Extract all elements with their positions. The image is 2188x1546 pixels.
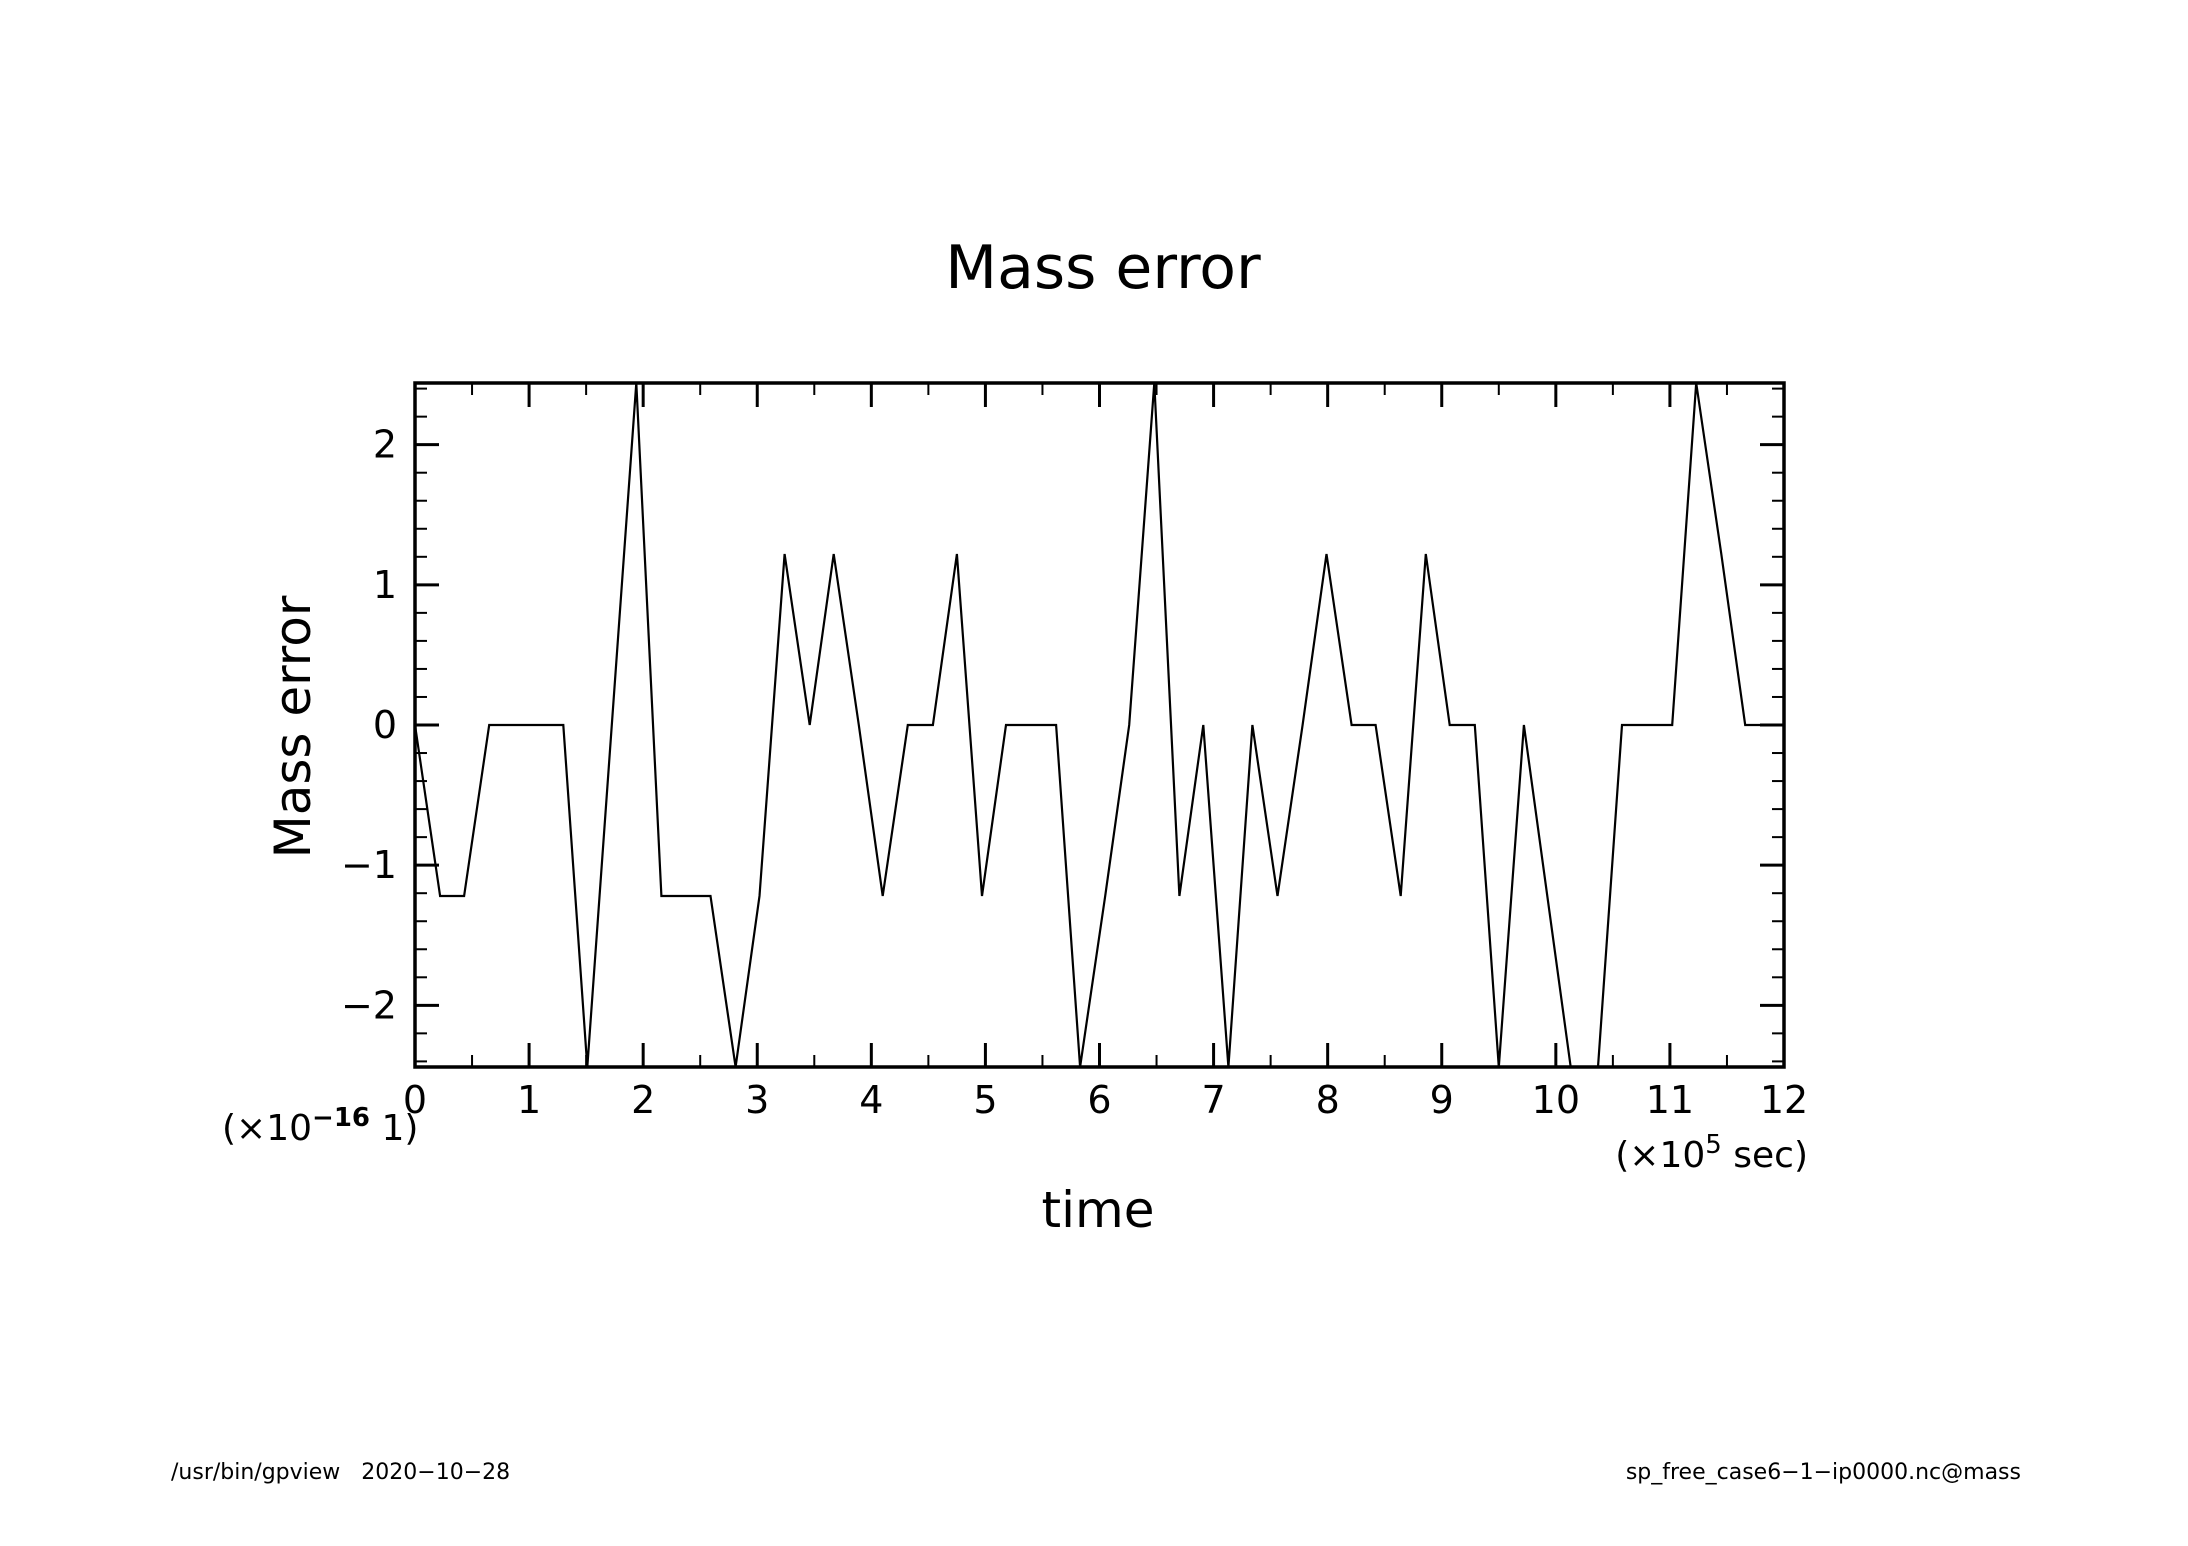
footer-program-date: /usr/bin/gpview 2020−10−28 <box>171 1460 511 1485</box>
plot-frame <box>413 381 1786 1069</box>
y-tick-labels: −2 −1 0 1 2 <box>341 423 397 1028</box>
x-multiplier-suffix: sec) <box>1722 1135 1808 1176</box>
x-tick-label: 3 <box>745 1078 769 1122</box>
x-tick-label: 12 <box>1760 1078 1808 1122</box>
y-tick-label: 2 <box>373 423 397 467</box>
y-multiplier-exponent: −16 <box>312 1103 370 1133</box>
x-tick-label: 9 <box>1430 1078 1454 1122</box>
chart-title: Mass error <box>945 233 1261 303</box>
y-tick-label: −1 <box>341 843 397 887</box>
y-multiplier-suffix: 1) <box>370 1108 418 1149</box>
x-multiplier-exponent: 5 <box>1705 1130 1722 1160</box>
y-tick-label: −2 <box>341 983 397 1027</box>
y-axis-label: Mass error <box>264 595 322 858</box>
x-tick-label: 8 <box>1316 1078 1340 1122</box>
x-tick-label: 0 <box>403 1078 427 1122</box>
series-line-mass-error <box>413 382 1784 1069</box>
plot-area <box>413 381 1786 1069</box>
x-axis-label: time <box>1042 1181 1155 1239</box>
x-tick-labels: 0 1 2 3 4 5 6 7 8 9 10 11 12 <box>403 1078 1808 1122</box>
major-ticks <box>413 383 1786 1067</box>
y-axis-multiplier: (×10−16 1) <box>222 1103 418 1149</box>
x-tick-label: 4 <box>859 1078 883 1122</box>
x-tick-label: 6 <box>1087 1078 1111 1122</box>
x-tick-label: 1 <box>517 1078 541 1122</box>
x-tick-label: 5 <box>973 1078 997 1122</box>
minor-ticks <box>415 383 1784 1067</box>
x-axis-multiplier: (×105 sec) <box>1615 1130 1808 1176</box>
x-tick-label: 11 <box>1646 1078 1694 1122</box>
y-tick-label: 0 <box>373 703 397 747</box>
y-multiplier-prefix: (×10 <box>222 1108 312 1149</box>
x-tick-label: 10 <box>1532 1078 1580 1122</box>
x-tick-label: 2 <box>631 1078 655 1122</box>
x-tick-label: 7 <box>1201 1078 1225 1122</box>
y-tick-label: 1 <box>373 563 397 607</box>
x-multiplier-prefix: (×10 <box>1615 1135 1705 1176</box>
footer-source-file: sp_free_case6−1−ip0000.nc@mass <box>1625 1460 2021 1485</box>
